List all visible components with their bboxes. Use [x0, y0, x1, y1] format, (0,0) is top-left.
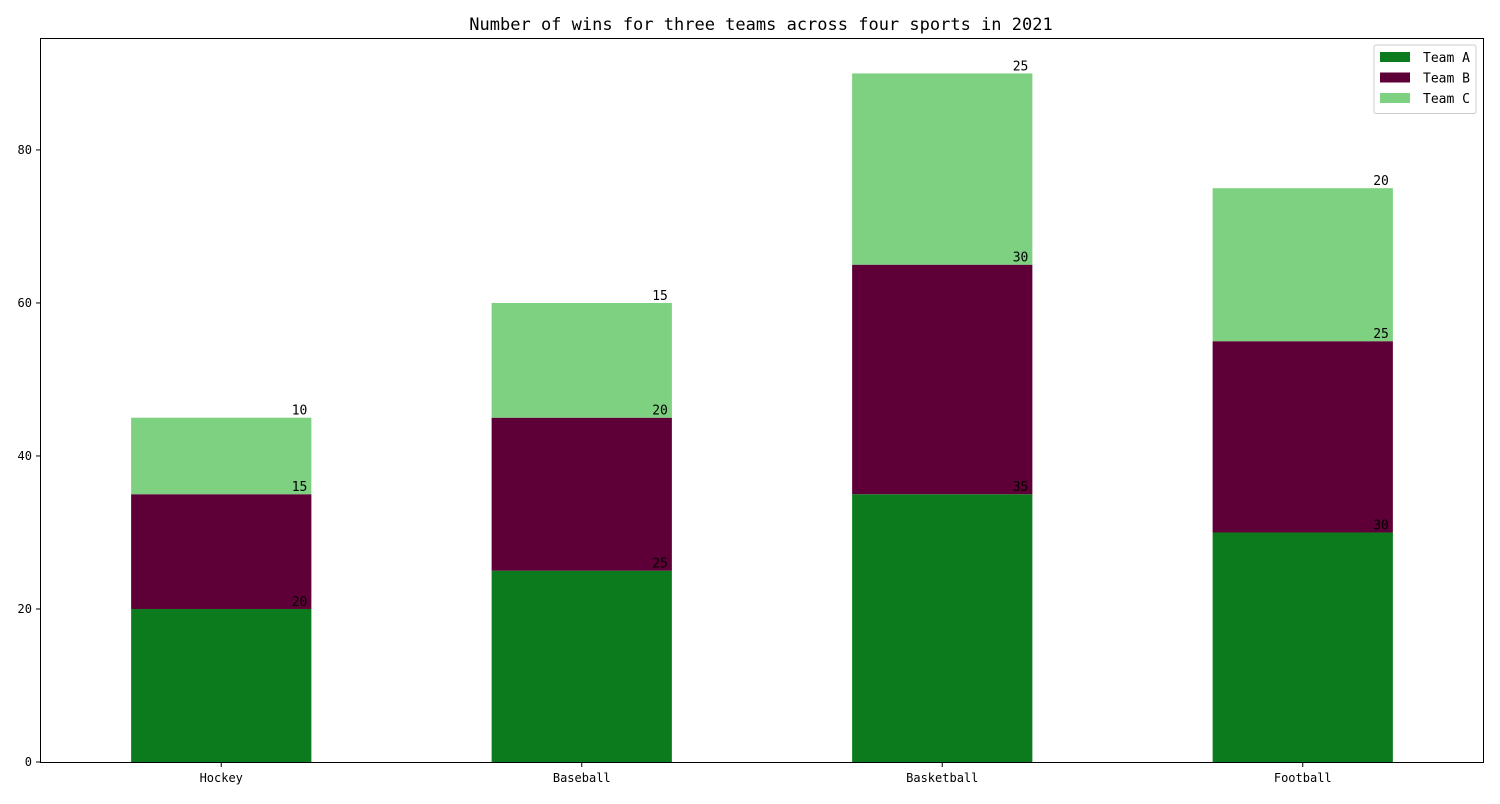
- data-label-hockey-team-c: 10: [292, 404, 308, 419]
- data-label-basketball-team-a: 35: [1013, 480, 1029, 495]
- bar-hockey-team-c: [131, 417, 312, 495]
- bar-basketball-team-b: [852, 264, 1033, 495]
- x-tick-label-baseball: Baseball: [553, 771, 611, 785]
- data-label-baseball-team-a: 25: [652, 557, 668, 572]
- data-label-hockey-team-a: 20: [292, 595, 308, 610]
- y-tick-label-40: 40: [18, 449, 32, 463]
- bar-football-team-b: [1212, 341, 1393, 533]
- data-label-football-team-b: 25: [1373, 327, 1389, 342]
- bar-baseball-team-a: [491, 570, 672, 762]
- x-axis: Hockey Baseball Basketball Football: [200, 762, 1332, 785]
- plot-frame: [40, 38, 1484, 763]
- bar-hockey-team-a: [131, 608, 312, 762]
- bar-basketball-team-c: [852, 73, 1033, 265]
- data-label-football-team-a: 30: [1373, 518, 1389, 533]
- legend-swatch-team-a: [1380, 52, 1410, 62]
- y-tick-label-80: 80: [18, 143, 32, 157]
- data-label-basketball-team-c: 25: [1013, 59, 1029, 74]
- bar-baseball-team-b: [491, 417, 672, 571]
- y-tick-label-0: 0: [25, 755, 32, 769]
- chart-title: Number of wins for three teams across fo…: [469, 15, 1052, 35]
- legend: Team A Team B Team C: [1373, 44, 1477, 114]
- bar-basketball-team-a: [852, 494, 1033, 762]
- data-label-hockey-team-b: 15: [292, 480, 308, 495]
- legend-label-team-c: Team C: [1423, 92, 1470, 107]
- bar-football-team-c: [1212, 188, 1393, 342]
- x-tick-label-hockey: Hockey: [200, 771, 243, 785]
- legend-swatch-team-c: [1380, 93, 1410, 103]
- data-label-baseball-team-b: 20: [652, 404, 668, 419]
- data-label-baseball-team-c: 15: [652, 289, 668, 304]
- y-tick-label-60: 60: [18, 296, 32, 310]
- y-axis: 0 20 40 60 80: [18, 143, 41, 769]
- bar-hockey-team-b: [131, 494, 312, 609]
- bar-football-team-a: [1212, 532, 1393, 762]
- bars-layer: [131, 73, 1393, 762]
- y-tick-label-20: 20: [18, 602, 32, 616]
- x-tick-label-football: Football: [1274, 771, 1332, 785]
- legend-label-team-a: Team A: [1423, 51, 1470, 66]
- legend-label-team-b: Team B: [1423, 72, 1470, 87]
- data-labels-layer: 20 15 10 25 20 15 35 30 25 30 25 20: [292, 59, 1389, 610]
- data-label-football-team-c: 20: [1373, 174, 1389, 189]
- bar-baseball-team-c: [491, 302, 672, 418]
- x-tick-label-basketball: Basketball: [906, 771, 978, 785]
- legend-swatch-team-b: [1380, 72, 1410, 83]
- data-label-basketball-team-b: 30: [1013, 251, 1029, 266]
